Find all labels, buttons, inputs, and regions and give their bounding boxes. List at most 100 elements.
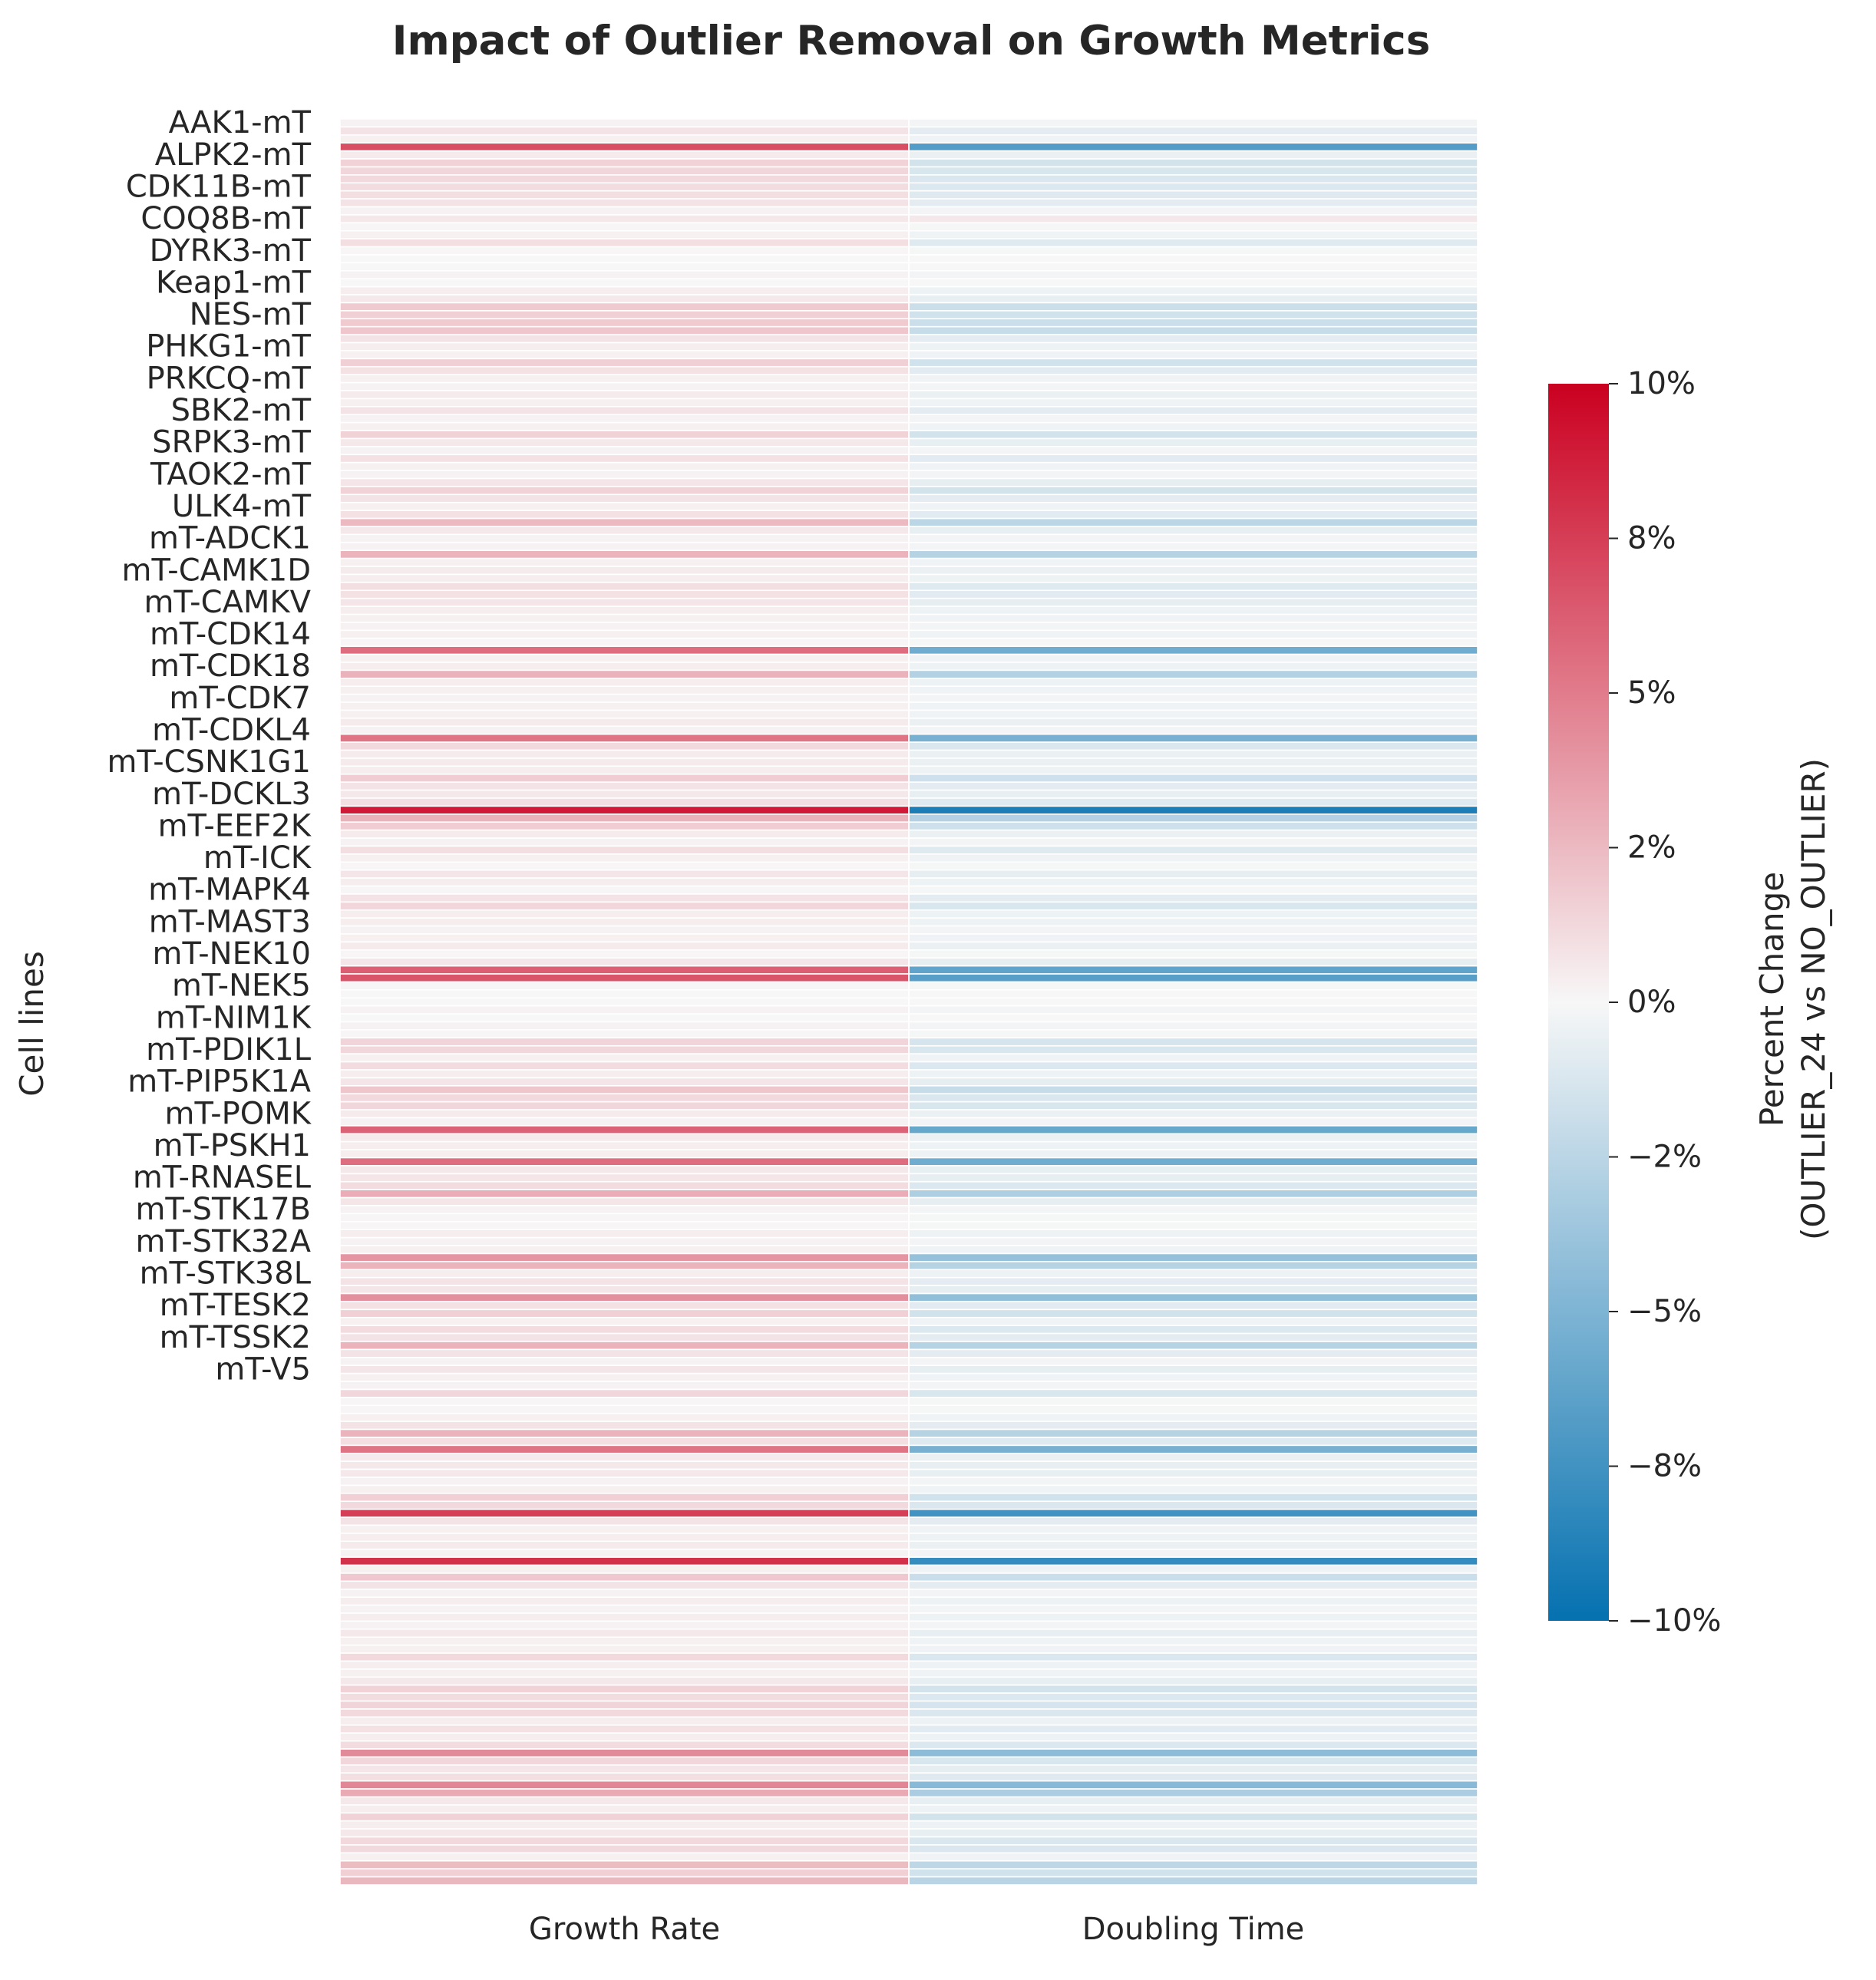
heatmap-cell bbox=[908, 1444, 1478, 1454]
heatmap-cell bbox=[908, 1301, 1478, 1311]
heatmap-cell bbox=[339, 949, 910, 959]
heatmap-cell bbox=[908, 166, 1478, 176]
heatmap-cell bbox=[339, 1332, 910, 1342]
heatmap-cell bbox=[339, 1381, 910, 1391]
heatmap-cell bbox=[908, 270, 1478, 280]
colorbar-label-line2: (OUTLIER_24 vs NO_OUTLIER) bbox=[1795, 758, 1832, 1240]
heatmap-cell bbox=[908, 1029, 1478, 1039]
heatmap-cell bbox=[339, 1524, 910, 1534]
colorbar-tick-label: −10% bbox=[1627, 1603, 1721, 1638]
heatmap-cell bbox=[908, 1580, 1478, 1590]
heatmap-cell bbox=[339, 1276, 910, 1286]
heatmap-cell bbox=[908, 1196, 1478, 1206]
heatmap-cell bbox=[339, 302, 910, 312]
heatmap-cell bbox=[339, 557, 910, 567]
heatmap-cell bbox=[339, 254, 910, 264]
heatmap-cell bbox=[908, 1724, 1478, 1734]
heatmap-cell bbox=[908, 1748, 1478, 1758]
heatmap-cell bbox=[908, 933, 1478, 943]
heatmap-cell bbox=[339, 1069, 910, 1079]
heatmap-cell bbox=[908, 1261, 1478, 1271]
y-tick-label: ULK4-mT bbox=[172, 489, 312, 524]
y-tick-label: mT-V5 bbox=[215, 1351, 311, 1387]
heatmap-cell bbox=[908, 302, 1478, 312]
heatmap-cell bbox=[339, 861, 910, 871]
heatmap-cell bbox=[908, 885, 1478, 895]
heatmap-cell bbox=[339, 1061, 910, 1071]
heatmap-cell bbox=[339, 925, 910, 935]
heatmap-cell bbox=[339, 965, 910, 975]
heatmap-cell bbox=[339, 725, 910, 735]
heatmap-cell bbox=[339, 1548, 910, 1558]
heatmap-cell bbox=[908, 1365, 1478, 1374]
heatmap-cell bbox=[908, 1876, 1478, 1886]
heatmap-cell bbox=[908, 477, 1478, 487]
y-tick-label: COQ8B-mT bbox=[140, 201, 311, 236]
heatmap-cell bbox=[339, 1157, 910, 1167]
heatmap-cell bbox=[908, 981, 1478, 991]
heatmap-cell bbox=[908, 893, 1478, 903]
colorbar-tick-label: 0% bbox=[1627, 985, 1676, 1020]
heatmap-cell bbox=[339, 741, 910, 751]
heatmap-cell bbox=[908, 510, 1478, 520]
y-tick-label: NES-mT bbox=[190, 297, 312, 332]
heatmap-cell bbox=[908, 1285, 1478, 1295]
heatmap-cell bbox=[908, 693, 1478, 703]
heatmap-cell bbox=[908, 701, 1478, 711]
heatmap-cell bbox=[908, 582, 1478, 592]
heatmap-cell bbox=[908, 1213, 1478, 1223]
heatmap-cell bbox=[339, 262, 910, 272]
y-tick-label: mT-PSKH1 bbox=[154, 1128, 311, 1163]
heatmap-cell bbox=[908, 1205, 1478, 1215]
heatmap-cell bbox=[339, 222, 910, 232]
heatmap-cell bbox=[908, 1764, 1478, 1774]
y-tick-label: PRKCQ-mT bbox=[147, 361, 312, 396]
heatmap-cell bbox=[908, 566, 1478, 576]
y-tick-label: mT-CAMKV bbox=[144, 585, 311, 620]
heatmap-cell bbox=[908, 629, 1478, 639]
heatmap-cell bbox=[908, 678, 1478, 688]
y-tick-label: mT-TESK2 bbox=[160, 1288, 311, 1323]
heatmap-cell bbox=[339, 1556, 910, 1566]
heatmap-cell bbox=[908, 526, 1478, 536]
heatmap-cell bbox=[339, 318, 910, 328]
heatmap-cell bbox=[339, 1468, 910, 1478]
heatmap-cell bbox=[908, 1732, 1478, 1742]
x-tick-label: Doubling Time bbox=[1082, 1912, 1305, 1947]
heatmap-cell bbox=[908, 1652, 1478, 1662]
heatmap-cell bbox=[339, 1644, 910, 1654]
heatmap-cell bbox=[908, 1325, 1478, 1335]
heatmap-cell bbox=[339, 477, 910, 487]
heatmap-cell bbox=[339, 1580, 910, 1590]
heatmap-cell bbox=[908, 1069, 1478, 1079]
heatmap-cell bbox=[339, 1740, 910, 1750]
heatmap-cell bbox=[339, 1428, 910, 1438]
heatmap-cell bbox=[339, 589, 910, 599]
heatmap-cell bbox=[908, 1085, 1478, 1095]
heatmap-cell bbox=[908, 997, 1478, 1007]
heatmap-cell bbox=[908, 1756, 1478, 1766]
heatmap-cell bbox=[908, 1684, 1478, 1694]
heatmap-cell bbox=[339, 1540, 910, 1550]
y-tick-label: mT-CSNK1G1 bbox=[107, 744, 311, 780]
y-tick-label: DYRK3-mT bbox=[150, 233, 312, 269]
heatmap-cell bbox=[339, 1348, 910, 1358]
y-tick-label: AAK1-mT bbox=[169, 105, 312, 140]
heatmap-cell bbox=[908, 446, 1478, 456]
heatmap-cell bbox=[908, 1021, 1478, 1031]
heatmap-cell bbox=[339, 1125, 910, 1135]
heatmap-cell bbox=[339, 869, 910, 879]
heatmap-cell bbox=[908, 1788, 1478, 1798]
heatmap-cell bbox=[339, 1804, 910, 1814]
heatmap-cell bbox=[908, 1109, 1478, 1119]
heatmap-cell bbox=[908, 829, 1478, 839]
y-tick-label: mT-EEF2K bbox=[158, 808, 312, 843]
y-tick-label: mT-CAMK1D bbox=[122, 553, 311, 588]
heatmap-cell bbox=[908, 1276, 1478, 1286]
heatmap-cell bbox=[339, 1444, 910, 1454]
heatmap-cell bbox=[339, 1421, 910, 1431]
heatmap-cell bbox=[908, 861, 1478, 871]
heatmap-cell bbox=[908, 749, 1478, 759]
colorbar-tick-label: 10% bbox=[1627, 366, 1696, 401]
heatmap-cell bbox=[908, 877, 1478, 887]
